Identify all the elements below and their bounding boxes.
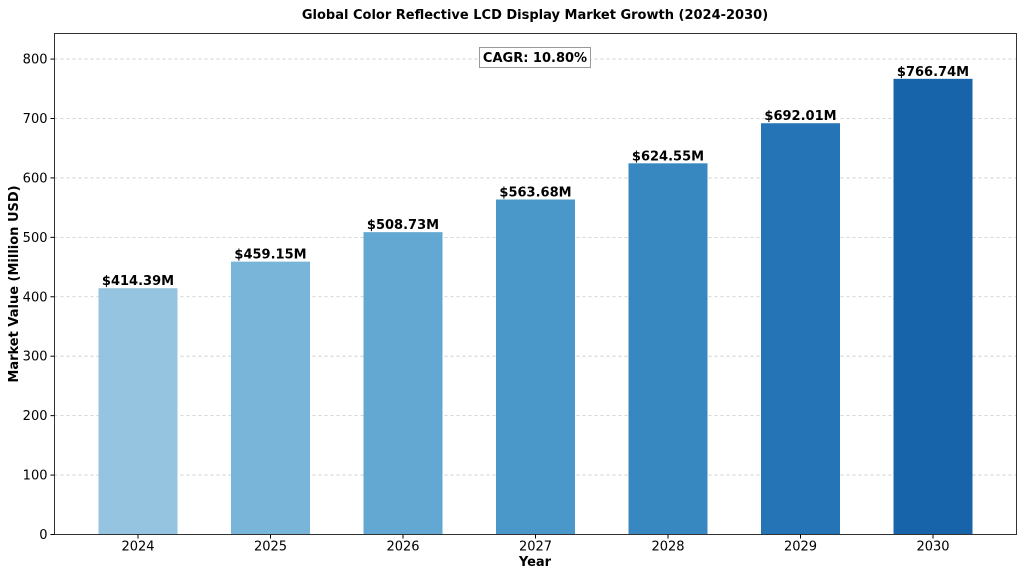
y-axis-ticks: 0 100 200 300 400 500 600 700 800 [23,53,55,543]
y-tick-label: 500 [23,231,48,246]
bars [98,78,973,535]
bar-value-label: $692.01M [764,109,836,124]
x-tick-label: 2028 [651,540,684,555]
bar [98,288,178,535]
cagr-annotation: CAGR: 10.80% [479,47,591,68]
bar [761,123,840,535]
x-tick-label: 2027 [519,540,552,555]
x-tick-label: 2026 [386,540,419,555]
y-tick-label: 700 [23,112,48,127]
x-tick-label: 2024 [121,540,154,555]
chart-title: Global Color Reflective LCD Display Mark… [302,8,768,23]
x-tick-label: 2030 [916,540,949,555]
y-tick-label: 300 [23,350,48,365]
bar-value-label: $766.74M [897,65,969,80]
bar-value-label: $508.73M [367,218,439,233]
y-axis-label: Market Value (Million USD) [7,185,22,382]
y-tick-label: 200 [23,409,48,424]
x-tick-label: 2025 [254,540,287,555]
bar-value-label: $624.55M [632,149,704,164]
bar [628,163,708,535]
y-tick-label: 400 [23,290,48,305]
x-axis-label: Year [518,555,552,570]
x-tick-label: 2029 [784,540,817,555]
x-axis-ticks: 2024 2025 2026 2027 2028 2029 2030 [121,534,950,555]
bar [363,232,443,535]
y-tick-label: 600 [23,171,48,186]
bar-value-label: $459.15M [234,248,306,263]
cagr-annotation-box [479,47,591,68]
bar [496,199,575,535]
y-tick-label: 100 [23,469,48,484]
cagr-annotation-text: CAGR: 10.80% [483,51,587,66]
bar [231,261,310,535]
y-tick-label: 0 [39,528,47,543]
bar-value-label: $563.68M [499,186,571,201]
bar [893,78,973,535]
data-labels: $414.39M $459.15M $508.73M $563.68M $624.55M… [102,65,969,289]
bar-value-label: $414.39M [102,274,174,289]
y-tick-label: 800 [23,53,48,68]
